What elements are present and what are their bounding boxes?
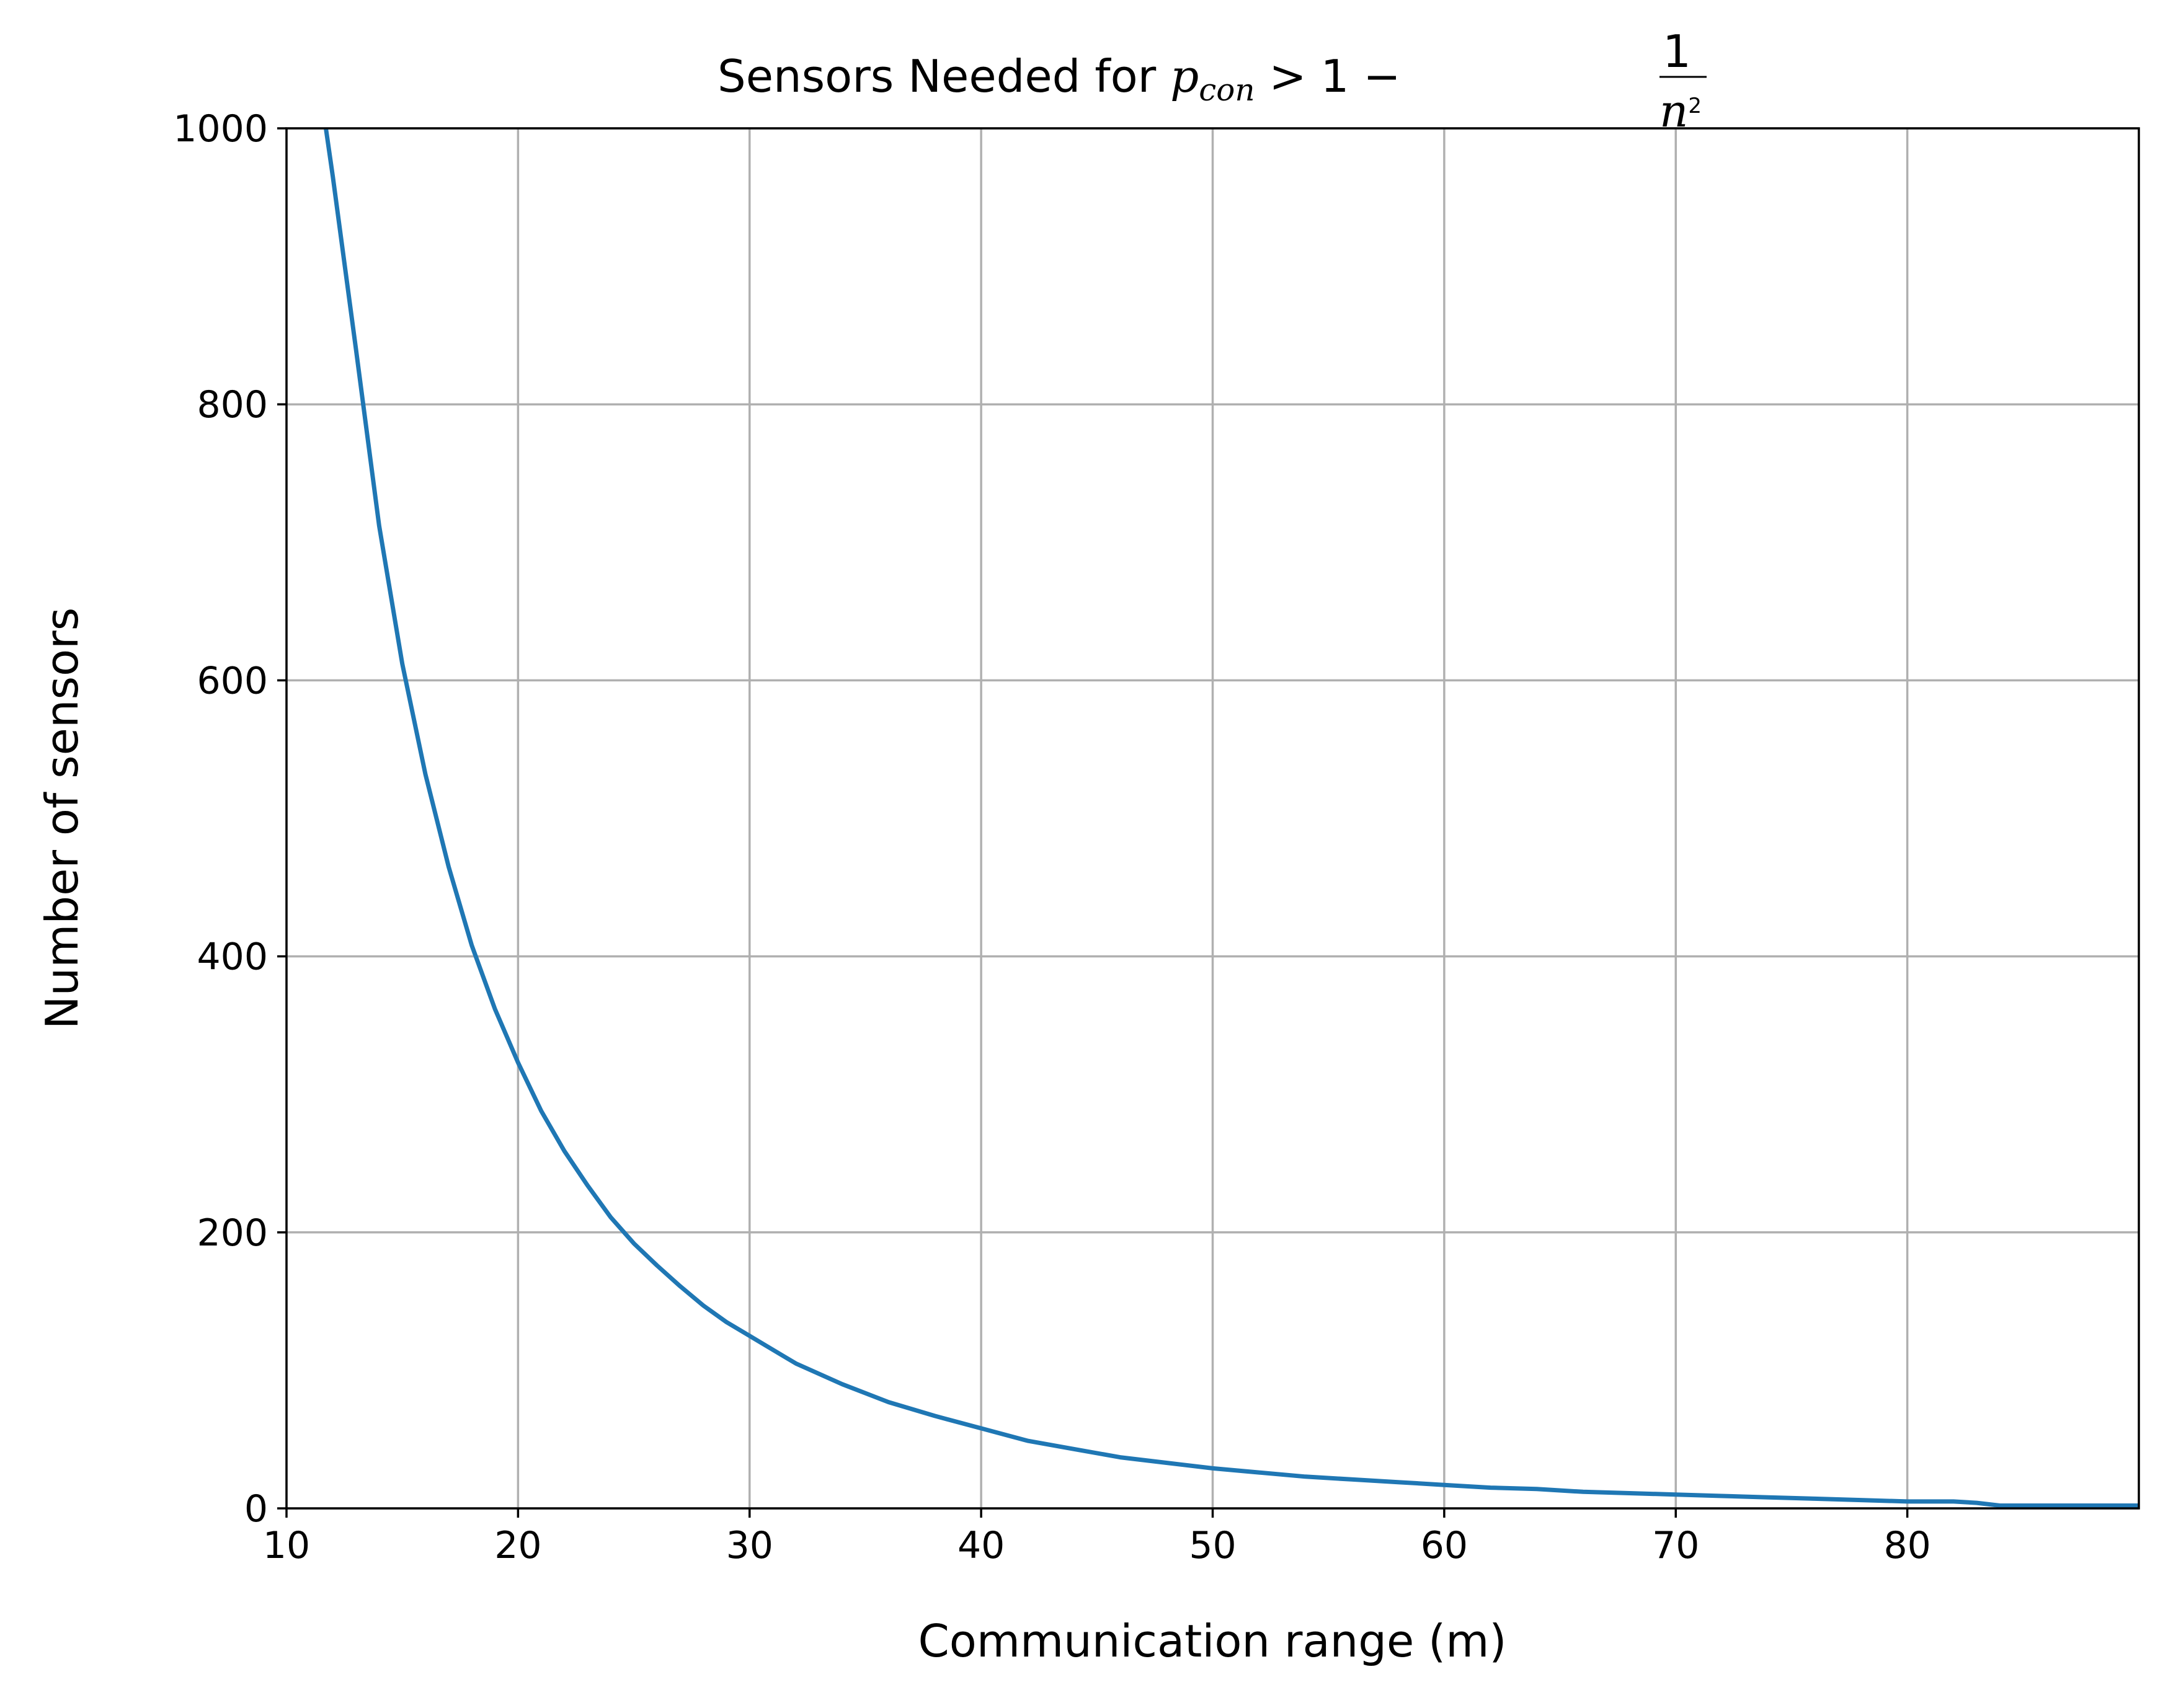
title-fraction-denominator: n2 [1659, 85, 1702, 137]
x-tick-label: 80 [1883, 1524, 1930, 1567]
x-tick-label: 20 [494, 1524, 541, 1567]
x-ticks: 10 20 30 40 50 60 70 80 [263, 1508, 1931, 1567]
title-denominator-base: n [1659, 85, 1688, 137]
y-ticks: 0 200 400 600 800 1000 [173, 107, 287, 1531]
title-denominator-exponent: 2 [1688, 94, 1702, 118]
x-tick-label: 10 [263, 1524, 310, 1567]
title-prefix: Sensors Needed for [717, 50, 1170, 102]
y-tick-label: 1000 [173, 107, 268, 151]
y-tick-label: 400 [197, 936, 268, 979]
title-subscript: con [1199, 72, 1255, 108]
y-tick-label: 0 [244, 1487, 268, 1531]
y-tick-label: 600 [197, 659, 268, 702]
chart-title: Sensors Needed for pcon > 1 − [717, 50, 1401, 108]
x-tick-label: 50 [1189, 1524, 1236, 1567]
title-relation: > 1 − [1255, 50, 1401, 102]
x-axis-label: Communication range (m) [918, 1615, 1507, 1667]
title-fraction-numerator: 1 [1663, 25, 1691, 77]
y-tick-label: 200 [197, 1211, 268, 1255]
x-tick-label: 60 [1421, 1524, 1468, 1567]
series-line [324, 128, 2139, 1508]
x-tick-label: 70 [1652, 1524, 1699, 1567]
y-tick-label: 800 [197, 383, 268, 427]
x-tick-label: 40 [957, 1524, 1005, 1567]
x-tick-label: 30 [726, 1524, 773, 1567]
y-axis-label: Number of sensors [36, 608, 88, 1030]
title-p: p [1170, 50, 1199, 102]
